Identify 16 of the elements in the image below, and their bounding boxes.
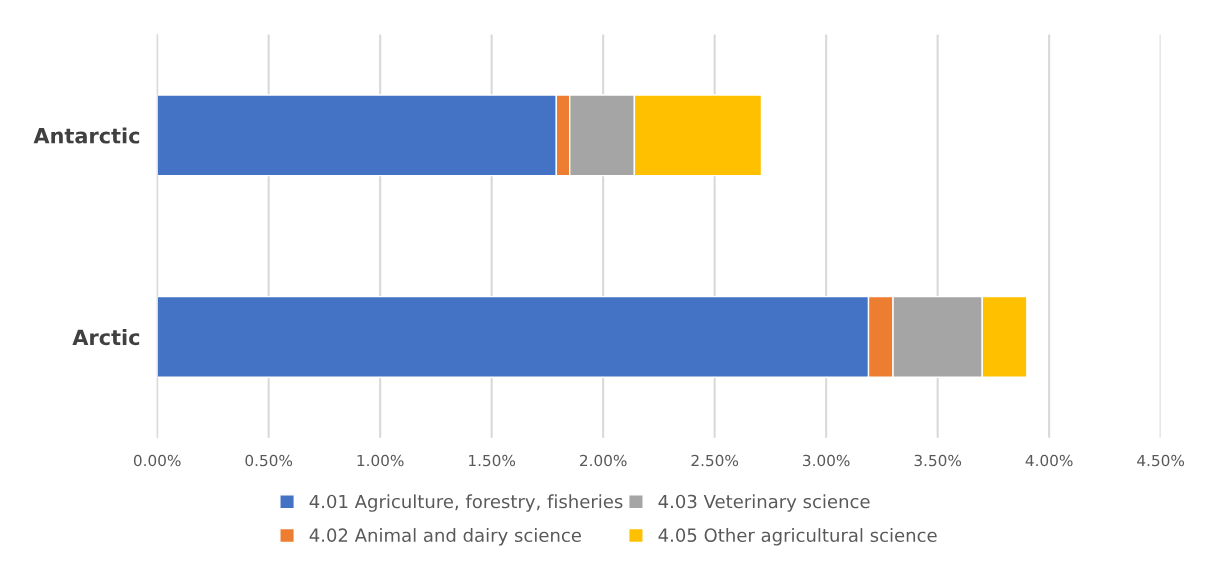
legend-label: 4.02 Animal and dairy science <box>309 528 581 546</box>
x-tick-label: 1.00% <box>357 454 404 467</box>
x-tick-label: 3.00% <box>803 454 850 467</box>
legend-label: 4.01 Agriculture, forestry, fisheries <box>309 494 623 512</box>
x-tick-label: 2.00% <box>580 454 627 467</box>
x-tick-label: 0.50% <box>245 454 293 467</box>
x-tick-label: 3.50% <box>914 454 962 467</box>
legend-label: 4.05 Other agricultural science <box>658 528 937 546</box>
y-tick-label: Antarctic <box>33 127 140 144</box>
x-tick-label: 1.50% <box>469 454 516 467</box>
x-tick-label: 4.00% <box>1025 454 1073 467</box>
legend-label: 4.03 Veterinary science <box>658 494 870 512</box>
x-tick-label: 2.50% <box>691 454 739 467</box>
x-tick-label: 4.50% <box>1137 454 1185 467</box>
y-tick-label: Arctic <box>72 329 140 346</box>
x-tick-label: 0.00% <box>133 454 181 467</box>
